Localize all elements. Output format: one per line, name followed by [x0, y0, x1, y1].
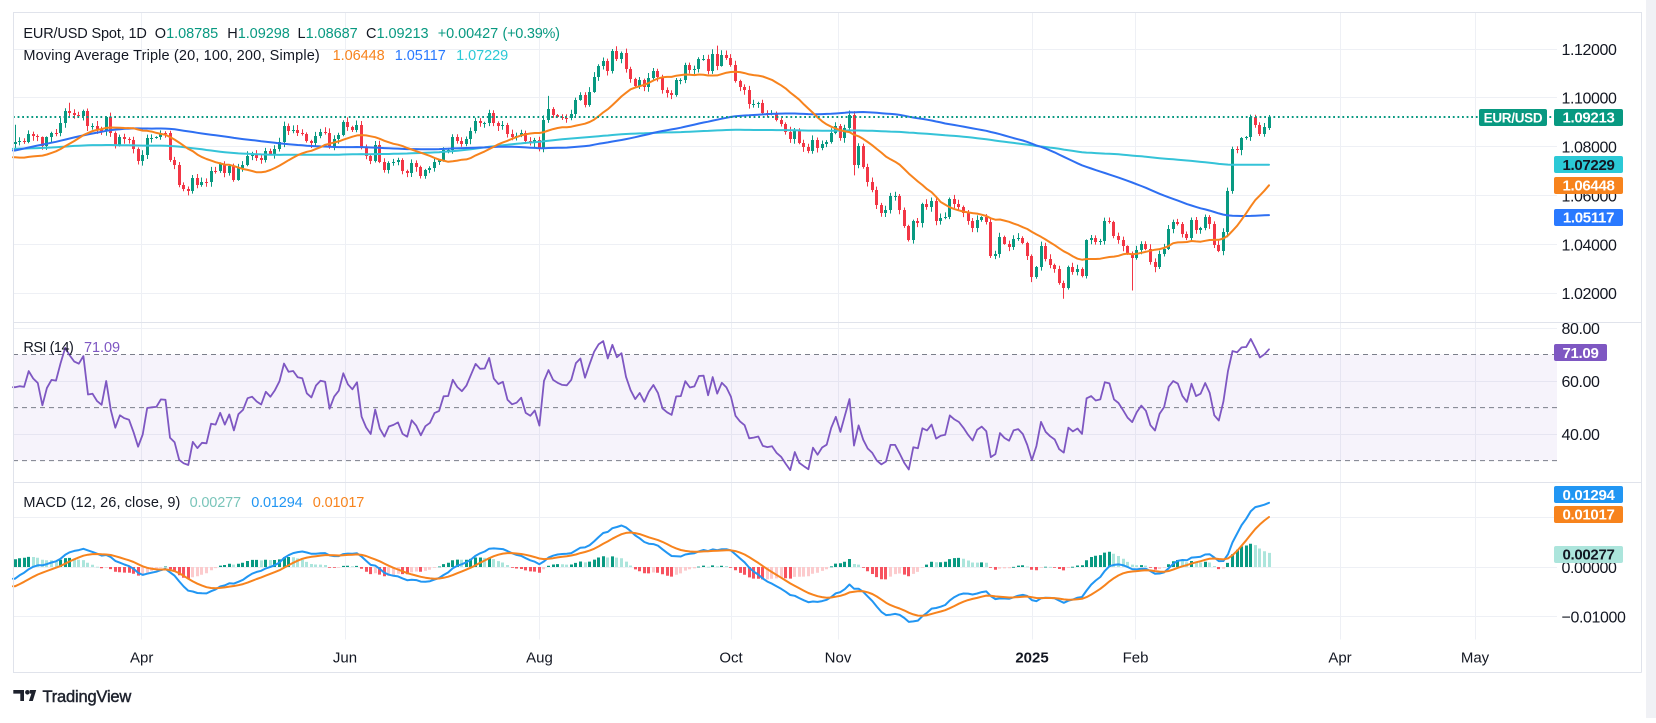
svg-text:1.09298: 1.09298	[238, 26, 290, 42]
svg-text:1.08785: 1.08785	[166, 26, 218, 42]
svg-text:1.08000: 1.08000	[1562, 140, 1618, 157]
svg-text:EUR/USD: EUR/USD	[1484, 111, 1543, 126]
svg-text:1.06448: 1.06448	[333, 48, 385, 64]
svg-text:1.04000: 1.04000	[1562, 237, 1618, 254]
svg-text:0.01294: 0.01294	[251, 495, 302, 511]
svg-text:Nov: Nov	[825, 650, 852, 667]
svg-text:O: O	[155, 26, 166, 42]
svg-text:Apr: Apr	[1328, 650, 1351, 667]
svg-text:0.01017: 0.01017	[313, 495, 364, 511]
svg-text:EUR/USD Spot, 1D: EUR/USD Spot, 1D	[23, 26, 146, 42]
svg-text:Moving Average Triple (20, 100: Moving Average Triple (20, 100, 200, Sim…	[23, 48, 320, 64]
svg-text:40.00: 40.00	[1562, 427, 1601, 444]
svg-text:1.08687: 1.08687	[306, 26, 358, 42]
svg-text:2025: 2025	[1015, 650, 1048, 667]
svg-text:80.00: 80.00	[1562, 321, 1601, 338]
svg-text:60.00: 60.00	[1562, 374, 1601, 391]
svg-text:L: L	[298, 26, 306, 42]
svg-text:71.09: 71.09	[84, 340, 120, 356]
svg-text:1.12000: 1.12000	[1562, 42, 1618, 59]
svg-text:Jun: Jun	[333, 650, 357, 667]
svg-text:1.07229: 1.07229	[1562, 157, 1614, 174]
svg-text:1.09213: 1.09213	[377, 26, 429, 42]
svg-text:MACD (12, 26, close, 9): MACD (12, 26, close, 9)	[23, 495, 180, 511]
svg-text:Oct: Oct	[719, 650, 743, 667]
svg-text:1.09213: 1.09213	[1562, 110, 1614, 127]
svg-text:71.09: 71.09	[1562, 345, 1598, 362]
svg-text:1.05117: 1.05117	[1563, 209, 1614, 226]
svg-text:−0.01000: −0.01000	[1562, 609, 1626, 626]
svg-text:Apr: Apr	[130, 650, 153, 667]
svg-text:0.00277: 0.00277	[1562, 547, 1614, 564]
svg-text:1.05117: 1.05117	[395, 48, 446, 64]
svg-text:0.01017: 0.01017	[1562, 506, 1614, 523]
svg-text:RSI (14): RSI (14)	[23, 340, 73, 356]
svg-text:1.06448: 1.06448	[1562, 177, 1614, 194]
svg-text:1.10000: 1.10000	[1562, 91, 1618, 108]
svg-text:May: May	[1461, 650, 1490, 667]
svg-text:H: H	[227, 26, 237, 42]
svg-text:(+0.39%): (+0.39%)	[503, 26, 560, 42]
svg-text:1.07229: 1.07229	[456, 48, 508, 64]
svg-text:Aug: Aug	[526, 650, 553, 667]
svg-text:0.01294: 0.01294	[1562, 487, 1615, 504]
svg-text:0.00277: 0.00277	[190, 495, 241, 511]
svg-text:TradingView: TradingView	[43, 688, 132, 706]
svg-text:+0.00427: +0.00427	[438, 26, 498, 42]
svg-text:1.02000: 1.02000	[1562, 286, 1618, 303]
svg-text:Feb: Feb	[1123, 650, 1149, 667]
svg-text:0.00000: 0.00000	[1562, 560, 1618, 577]
svg-text:C: C	[366, 26, 376, 42]
